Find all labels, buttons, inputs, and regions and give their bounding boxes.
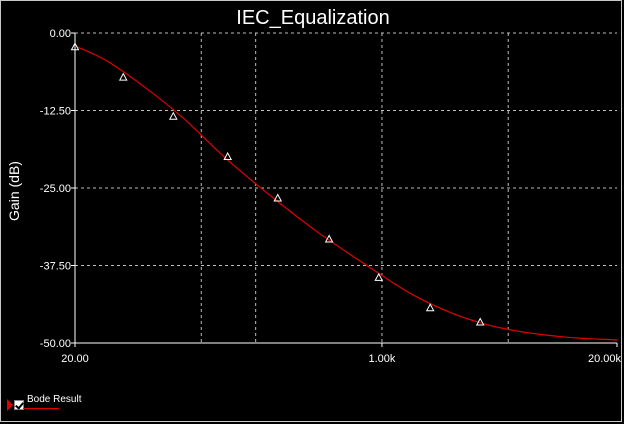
data-point-marker bbox=[273, 193, 283, 202]
y-tick-label: 0.00 bbox=[50, 28, 71, 40]
legend-line-swatch bbox=[23, 408, 59, 409]
y-tick-label: -50.00 bbox=[40, 338, 71, 350]
series-line bbox=[74, 45, 618, 342]
y-tick-label: -37.50 bbox=[40, 261, 71, 273]
data-point-marker bbox=[425, 303, 435, 312]
data-point-marker bbox=[168, 111, 178, 120]
legend-label: Bode Result bbox=[27, 394, 82, 405]
data-point-marker bbox=[374, 272, 384, 281]
series-layer bbox=[74, 45, 618, 342]
y-tick-label: -25.00 bbox=[40, 183, 71, 195]
x-tick-label: 20.00 bbox=[61, 353, 89, 365]
marker-layer bbox=[70, 42, 485, 326]
y-tick-label: -12.50 bbox=[40, 106, 71, 118]
data-point-marker bbox=[324, 234, 334, 243]
legend-checkbox[interactable] bbox=[14, 400, 24, 410]
data-point-marker bbox=[223, 151, 233, 160]
y-axis-label: Gain (dB) bbox=[6, 161, 22, 221]
axes bbox=[71, 32, 618, 347]
legend: Bode Result bbox=[7, 394, 117, 416]
legend-arrow-icon[interactable] bbox=[7, 399, 13, 411]
grid bbox=[75, 32, 617, 343]
tick-labels: 0.00 -12.50 -25.00 -37.50 -50.00 20.00 1.00k 20… bbox=[40, 28, 622, 365]
x-tick-label: 20.00k bbox=[588, 353, 622, 365]
x-tick-label: 1.00k bbox=[368, 353, 395, 365]
chart-title: IEC_Equalization bbox=[236, 7, 389, 29]
data-point-marker bbox=[70, 42, 80, 51]
data-point-marker bbox=[475, 317, 485, 326]
data-point-marker bbox=[118, 72, 128, 81]
